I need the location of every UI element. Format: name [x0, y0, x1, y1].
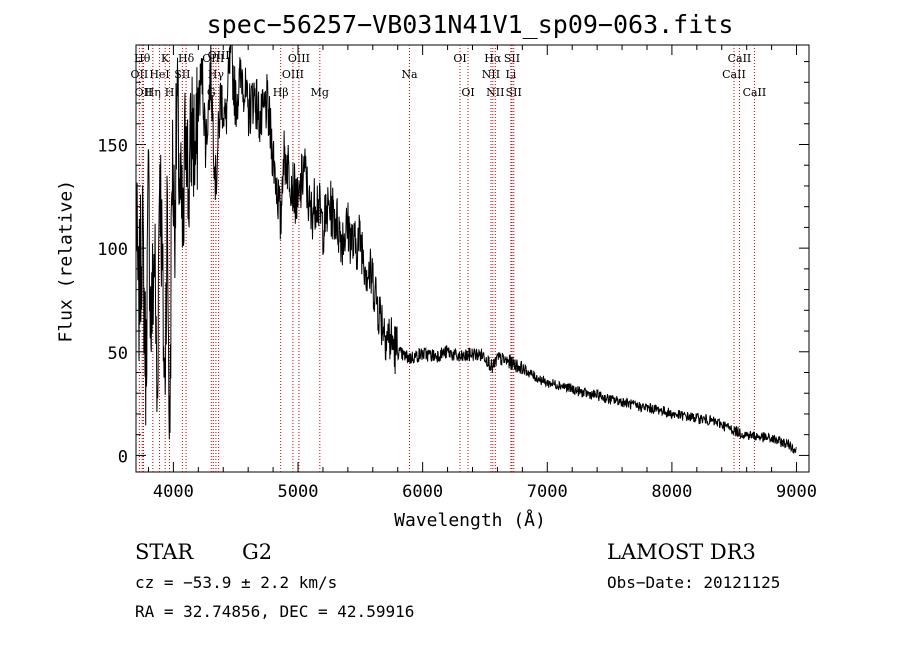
spectral-line-label: OIII	[208, 49, 230, 62]
spectral-line-label: CaII	[722, 68, 746, 81]
spectral-line-label: K	[161, 52, 170, 65]
spectral-line-label: HeI	[149, 68, 169, 81]
y-axis-label: Flux (relative)	[55, 179, 77, 343]
spectral-line-label: SII	[504, 52, 520, 65]
x-tick-label: 8000	[651, 482, 692, 502]
x-tick-label: 6000	[402, 482, 443, 502]
redshift-readout: cz = −53.9 ± 2.2 km/s	[135, 573, 338, 592]
spectral-line-label: CaII	[743, 86, 767, 99]
spectral-line-label: Mg	[311, 86, 329, 99]
x-axis-label: Wavelength (Å)	[394, 510, 546, 531]
spectral-line-label: Hβ	[273, 86, 289, 99]
object-class: STAR	[135, 540, 194, 564]
spectral-line-label: OIII	[202, 52, 224, 65]
coordinates: RA = 32.74856, DEC = 42.59916	[135, 602, 415, 621]
obs-date: Obs−Date: 20121125	[607, 573, 781, 592]
chart-title: spec−56257−VB031N41V1_sp09−063.fits	[206, 10, 734, 39]
x-tick-label: 9000	[776, 482, 817, 502]
spectral-line-label: Hθ	[134, 52, 151, 65]
spectral-line-label: H	[165, 86, 175, 99]
spectral-line-label: Na	[401, 68, 418, 81]
y-tick-label: 50	[108, 344, 128, 364]
x-tick-label: 7000	[527, 482, 568, 502]
spectral-line-label: NII	[482, 68, 500, 81]
spectral-line-label: OII	[131, 68, 149, 81]
object-subclass: G2	[242, 540, 273, 564]
spectral-line-label: Hδ	[178, 52, 195, 65]
spectrum-line	[136, 45, 797, 454]
spectral-line-label: SII	[506, 86, 522, 99]
spectral-line-label: OIII	[288, 52, 310, 65]
y-tick-label: 100	[97, 240, 128, 260]
spectral-line-label: Hη	[145, 86, 161, 99]
survey-label: LAMOST DR3	[607, 540, 756, 564]
x-tick-label: 5000	[278, 482, 319, 502]
spectral-line-label: Hα	[484, 52, 502, 65]
spectral-line-label: CaII	[728, 52, 752, 65]
x-tick-label: 4000	[153, 482, 194, 502]
spectral-line-label: Li	[505, 68, 516, 81]
spectral-line-label: Hγ	[208, 68, 225, 81]
spectral-line-label: OI	[461, 86, 474, 99]
spectral-line-label: OI	[453, 52, 466, 65]
spectral-line-label: OII	[135, 86, 153, 99]
spectral-line-label: SII	[174, 68, 190, 81]
spectral-line-label: OIII	[282, 68, 304, 81]
y-tick-label: 150	[97, 136, 128, 156]
y-tick-label: 0	[118, 447, 128, 467]
spectral-line-label: NII	[486, 86, 504, 99]
